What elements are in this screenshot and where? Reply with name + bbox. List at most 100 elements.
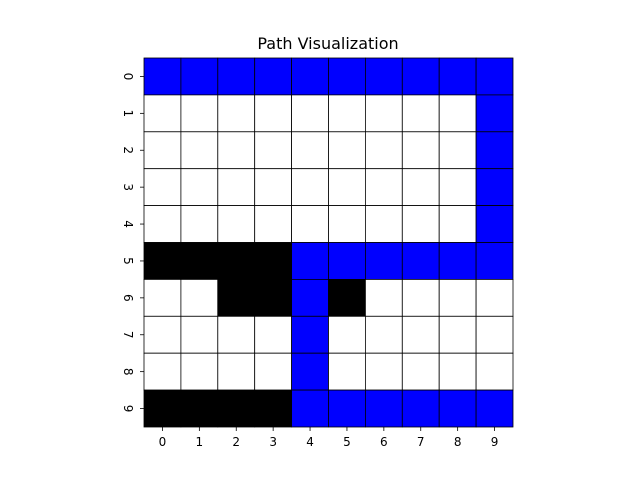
x-tick-label-5: 5 — [343, 435, 351, 449]
chart-title: Path Visualization — [257, 34, 398, 53]
heatmap-cell-r8-c9 — [475, 352, 514, 391]
heatmap-cell-r5-c7 — [401, 242, 440, 280]
heatmap-cell-r6-c5 — [328, 278, 366, 317]
heatmap-cell-r6-c2 — [217, 278, 256, 317]
heatmap-cell-r7-c1 — [180, 315, 219, 354]
heatmap-cell-r5-c0 — [143, 242, 182, 280]
y-tick-label-7: 7 — [121, 331, 135, 339]
heatmap-cell-r6-c8 — [438, 278, 477, 317]
heatmap-cell-r5-c2 — [217, 242, 256, 280]
heatmap-cell-r1-c6 — [364, 94, 403, 133]
y-tick-label-2: 2 — [121, 146, 135, 154]
x-tick-label-6: 6 — [380, 435, 388, 449]
heatmap-cell-r5-c1 — [180, 242, 219, 280]
y-axis: 0 1 2 3 4 5 6 7 8 9 — [121, 73, 144, 413]
heatmap-cell-r3-c1 — [180, 168, 219, 206]
y-tick-label-6: 6 — [121, 294, 135, 302]
heatmap-cell-r2-c9 — [475, 131, 514, 170]
heatmap-cell-r1-c5 — [328, 94, 366, 133]
y-tick-label-5: 5 — [121, 257, 135, 265]
heatmap-cell-r9-c8 — [438, 389, 477, 428]
heatmap-cell-r1-c9 — [475, 94, 514, 133]
x-tick-label-8: 8 — [454, 435, 462, 449]
heatmap-cell-r3-c4 — [291, 168, 329, 206]
heatmap-cell-r8-c4 — [291, 352, 329, 391]
heatmap-cell-r3-c3 — [254, 168, 292, 206]
heatmap-cell-r9-c4 — [291, 389, 329, 428]
heatmap-cell-r3-c8 — [438, 168, 477, 206]
heatmap-cell-r0-c8 — [438, 57, 477, 96]
heatmap-cell-r6-c1 — [180, 278, 219, 317]
heatmap-cell-r6-c4 — [291, 278, 329, 317]
heatmap-cell-r7-c7 — [401, 315, 440, 354]
heatmap-cell-r4-c3 — [254, 205, 292, 243]
heatmap-cell-r4-c1 — [180, 205, 219, 243]
heatmap-cell-r8-c2 — [217, 352, 256, 391]
heatmap-cell-r0-c6 — [364, 57, 403, 96]
heatmap-cell-r2-c7 — [401, 131, 440, 170]
heatmap-cell-r3-c7 — [401, 168, 440, 206]
heatmap-cell-r8-c7 — [401, 352, 440, 391]
heatmap-cell-r6-c6 — [364, 278, 403, 317]
heatmap-cell-r8-c5 — [328, 352, 366, 391]
heatmap-cell-r0-c3 — [254, 57, 292, 96]
heatmap-cell-r6-c3 — [254, 278, 292, 317]
x-tick-label-3: 3 — [269, 435, 277, 449]
heatmap-cell-r9-c6 — [364, 389, 403, 428]
heatmap-cell-r7-c3 — [254, 315, 292, 354]
heatmap-cell-r1-c0 — [143, 94, 182, 133]
heatmap-cell-r4-c7 — [401, 205, 440, 243]
heatmap-cell-r0-c9 — [475, 57, 514, 96]
heatmap-cell-r7-c9 — [475, 315, 514, 354]
heatmap-cell-r6-c9 — [475, 278, 514, 317]
y-tick-label-9: 9 — [121, 405, 135, 413]
y-tick-label-8: 8 — [121, 368, 135, 376]
heatmap-cell-r7-c6 — [364, 315, 403, 354]
heatmap-cell-r5-c9 — [475, 242, 514, 280]
y-tick-label-0: 0 — [121, 73, 135, 81]
heatmap-cell-r4-c8 — [438, 205, 477, 243]
heatmap-cell-r7-c2 — [217, 315, 256, 354]
heatmap-cell-r9-c5 — [328, 389, 366, 428]
heatmap-cell-r1-c8 — [438, 94, 477, 133]
heatmap-cell-r2-c1 — [180, 131, 219, 170]
heatmap-cell-r9-c7 — [401, 389, 440, 428]
heatmap-cell-r2-c0 — [143, 131, 182, 170]
heatmap-cell-r0-c0 — [143, 57, 182, 96]
heatmap-cell-r9-c9 — [475, 389, 514, 428]
heatmap-cell-r2-c5 — [328, 131, 366, 170]
x-tick-label-1: 1 — [196, 435, 204, 449]
heatmap-cell-r3-c0 — [143, 168, 182, 206]
heatmap-cell-r7-c8 — [438, 315, 477, 354]
heatmap-cell-r5-c8 — [438, 242, 477, 280]
heatmap-cell-r0-c7 — [401, 57, 440, 96]
heatmap-cell-r3-c2 — [217, 168, 256, 206]
x-axis: 0 1 2 3 4 5 6 7 8 9 — [159, 427, 498, 449]
heatmap-cell-r0-c4 — [291, 57, 329, 96]
heatmap-cell-r2-c3 — [254, 131, 292, 170]
heatmap-cell-r4-c9 — [475, 205, 514, 243]
heatmap-cell-r4-c6 — [364, 205, 403, 243]
heatmap-cell-r7-c0 — [143, 315, 182, 354]
heatmap-cell-r2-c4 — [291, 131, 329, 170]
x-tick-label-4: 4 — [306, 435, 314, 449]
heatmap-cell-r3-c6 — [364, 168, 403, 206]
heatmap-cell-r4-c5 — [328, 205, 366, 243]
heatmap-cell-r2-c8 — [438, 131, 477, 170]
heatmap-cell-r8-c0 — [143, 352, 182, 391]
heatmap-cell-r3-c5 — [328, 168, 366, 206]
y-tick-label-1: 1 — [121, 110, 135, 118]
heatmap-cell-r2-c6 — [364, 131, 403, 170]
heatmap-cell-r1-c1 — [180, 94, 219, 133]
heatmap-cell-r1-c3 — [254, 94, 292, 133]
heatmap-cell-r5-c6 — [364, 242, 403, 280]
heatmap-cell-r9-c3 — [254, 389, 292, 428]
heatmap-cell-r1-c7 — [401, 94, 440, 133]
heatmap-cell-r1-c2 — [217, 94, 256, 133]
heatmap-cell-r8-c6 — [364, 352, 403, 391]
heatmap-cell-r4-c2 — [217, 205, 256, 243]
heatmap-cell-r6-c0 — [143, 278, 182, 317]
heatmap-cell-r2-c2 — [217, 131, 256, 170]
x-tick-label-2: 2 — [232, 435, 240, 449]
